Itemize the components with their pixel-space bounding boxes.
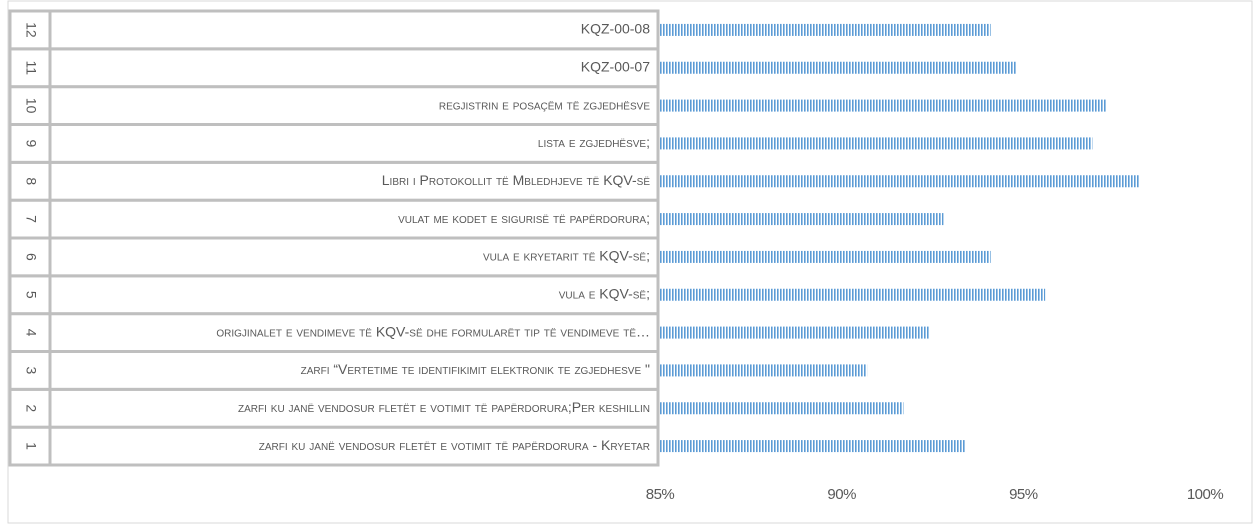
category-label: KQZ-00-07 bbox=[581, 58, 650, 74]
category-label: Libri i Protokollit të Mbledhjeve të KQV… bbox=[382, 172, 651, 188]
row-number: 4 bbox=[23, 329, 39, 337]
row-number: 3 bbox=[23, 367, 39, 375]
label-cell bbox=[48, 350, 660, 391]
number-cell bbox=[8, 9, 52, 51]
x-tick-label: 100% bbox=[1187, 486, 1224, 503]
frame bbox=[7, 0, 1253, 524]
row-number: 2 bbox=[23, 404, 39, 412]
number-cell bbox=[8, 312, 52, 353]
bar bbox=[660, 364, 868, 377]
category-label: lista e zgjedhësve; bbox=[538, 134, 650, 150]
label-cell bbox=[48, 425, 660, 467]
row-number: 8 bbox=[23, 177, 39, 185]
bar bbox=[660, 175, 1140, 188]
row-number: 9 bbox=[23, 140, 39, 148]
bar bbox=[660, 326, 929, 339]
label-cell bbox=[48, 236, 660, 278]
category-label: regjistrin e posaçëm të zgjedhësve bbox=[439, 96, 650, 112]
category-label: vula e KQV-së; bbox=[559, 285, 650, 301]
category-label: zarfi ku janë vendosur fletët e votimit … bbox=[259, 437, 650, 453]
row-number: 12 bbox=[23, 22, 39, 38]
bar bbox=[660, 99, 1107, 112]
label-cell bbox=[48, 312, 660, 353]
category-label: origjinalet e vendimeve të KQV-së dhe fo… bbox=[216, 323, 650, 339]
x-tick-label: 90% bbox=[827, 486, 856, 503]
label-cell bbox=[48, 9, 660, 51]
x-tick-label: 95% bbox=[1009, 486, 1038, 503]
bar bbox=[660, 402, 904, 415]
number-cell bbox=[8, 236, 52, 278]
label-cell bbox=[48, 198, 660, 240]
row-number: 11 bbox=[23, 60, 39, 75]
number-cell bbox=[8, 198, 52, 240]
row-number: 6 bbox=[23, 253, 39, 261]
row-number: 5 bbox=[23, 291, 39, 299]
bar bbox=[660, 23, 991, 36]
bar bbox=[660, 61, 1017, 74]
bar bbox=[660, 137, 1093, 150]
bar bbox=[660, 288, 1046, 301]
number-cell bbox=[8, 274, 52, 316]
x-tick-label: 85% bbox=[646, 486, 675, 503]
row-number: 1 bbox=[23, 442, 39, 450]
category-label: zarfi “Vertetime te identifikimit elektr… bbox=[301, 361, 650, 377]
category-label: zarfi ku janë vendosur fletët e votimit … bbox=[238, 399, 650, 415]
label-cell bbox=[48, 274, 660, 316]
label-cell bbox=[48, 47, 660, 89]
row-number: 7 bbox=[23, 215, 39, 223]
category-label: vulat me kodet e sigurisë të papërdorura… bbox=[398, 210, 650, 226]
bar bbox=[660, 213, 944, 226]
bar bbox=[660, 440, 966, 453]
label-cell bbox=[48, 123, 660, 164]
row-number: 10 bbox=[23, 98, 39, 114]
bar bbox=[660, 250, 991, 263]
category-label: vula e kryetarit të KQV-së; bbox=[483, 248, 650, 264]
number-cell bbox=[8, 350, 52, 391]
category-label: KQZ-00-08 bbox=[581, 21, 650, 37]
